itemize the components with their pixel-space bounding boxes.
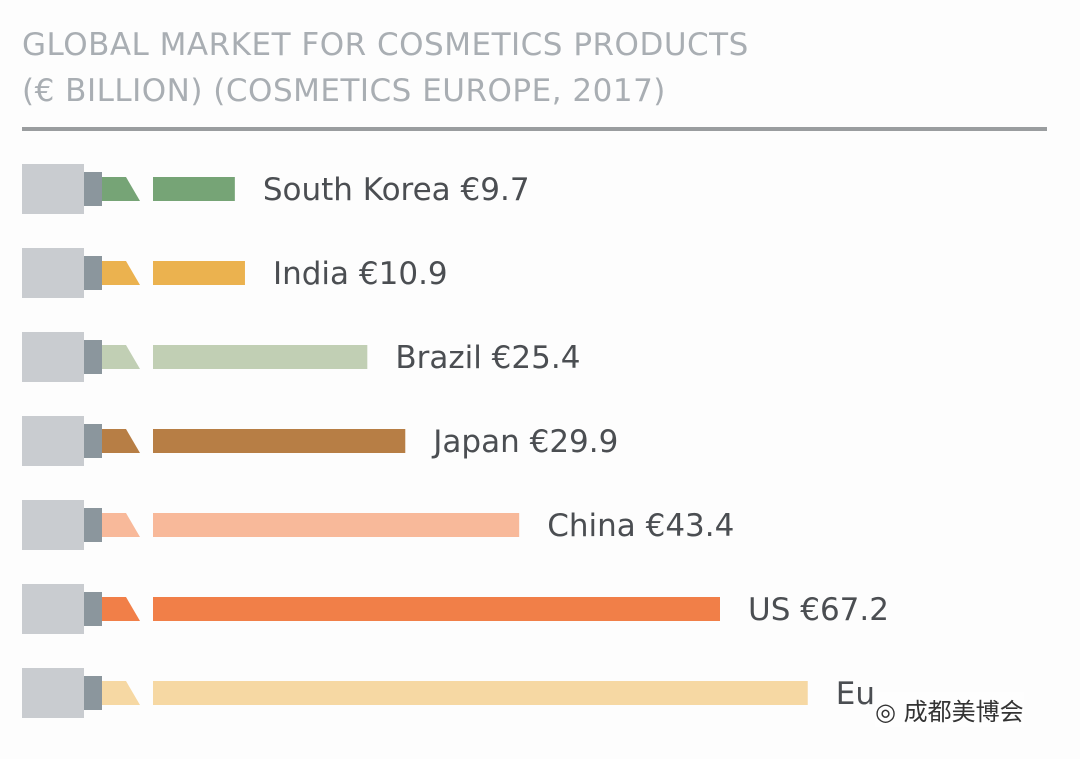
lipstick-case-south-korea bbox=[22, 164, 84, 214]
bar-us bbox=[153, 597, 720, 621]
bar-europe bbox=[153, 681, 808, 705]
chart-subtitle: (€ BILLION) (COSMETICS EUROPE, 2017) bbox=[22, 73, 666, 109]
chart-title: GLOBAL MARKET FOR COSMETICS PRODUCTS bbox=[22, 27, 749, 63]
lipstick-case-europe bbox=[22, 668, 84, 718]
data-label-europe: Eu bbox=[836, 676, 875, 712]
lipstick-tip-japan bbox=[102, 429, 140, 453]
bar-south-korea bbox=[153, 177, 235, 201]
bar-brazil bbox=[153, 345, 368, 369]
lipstick-tip-us bbox=[102, 597, 140, 621]
data-label-south-korea: South Korea €9.7 bbox=[263, 172, 530, 208]
data-label-us: US €67.2 bbox=[748, 592, 889, 628]
chart-title-block: GLOBAL MARKET FOR COSMETICS PRODUCTS (€ … bbox=[22, 22, 749, 114]
wechat-icon: ◎ bbox=[875, 698, 896, 726]
watermark-text: 成都美博会 bbox=[903, 698, 1024, 726]
bar-india bbox=[153, 261, 245, 285]
data-label-india: India €10.9 bbox=[273, 256, 448, 292]
lipstick-collar-india bbox=[84, 256, 102, 290]
lipstick-case-china bbox=[22, 500, 84, 550]
data-label-japan: Japan €29.9 bbox=[431, 424, 618, 460]
lipstick-collar-brazil bbox=[84, 340, 102, 374]
lipstick-collar-us bbox=[84, 592, 102, 626]
watermark: ◎ 成都美博会 bbox=[875, 692, 1024, 727]
lipstick-tip-india bbox=[102, 261, 140, 285]
lipstick-collar-south-korea bbox=[84, 172, 102, 206]
bar-japan bbox=[153, 429, 406, 453]
lipstick-case-japan bbox=[22, 416, 84, 466]
bar-china bbox=[153, 513, 520, 537]
data-label-brazil: Brazil €25.4 bbox=[395, 340, 580, 376]
lipstick-case-india bbox=[22, 248, 84, 298]
lipstick-case-us bbox=[22, 584, 84, 634]
data-label-china: China €43.4 bbox=[547, 508, 734, 544]
lipstick-tip-china bbox=[102, 513, 140, 537]
lipstick-collar-japan bbox=[84, 424, 102, 458]
lipstick-tip-south-korea bbox=[102, 177, 140, 201]
title-divider bbox=[22, 127, 1047, 131]
lipstick-tip-brazil bbox=[102, 345, 140, 369]
lipstick-collar-china bbox=[84, 508, 102, 542]
lipstick-tip-europe bbox=[102, 681, 140, 705]
lipstick-case-brazil bbox=[22, 332, 84, 382]
lipstick-collar-europe bbox=[84, 676, 102, 710]
